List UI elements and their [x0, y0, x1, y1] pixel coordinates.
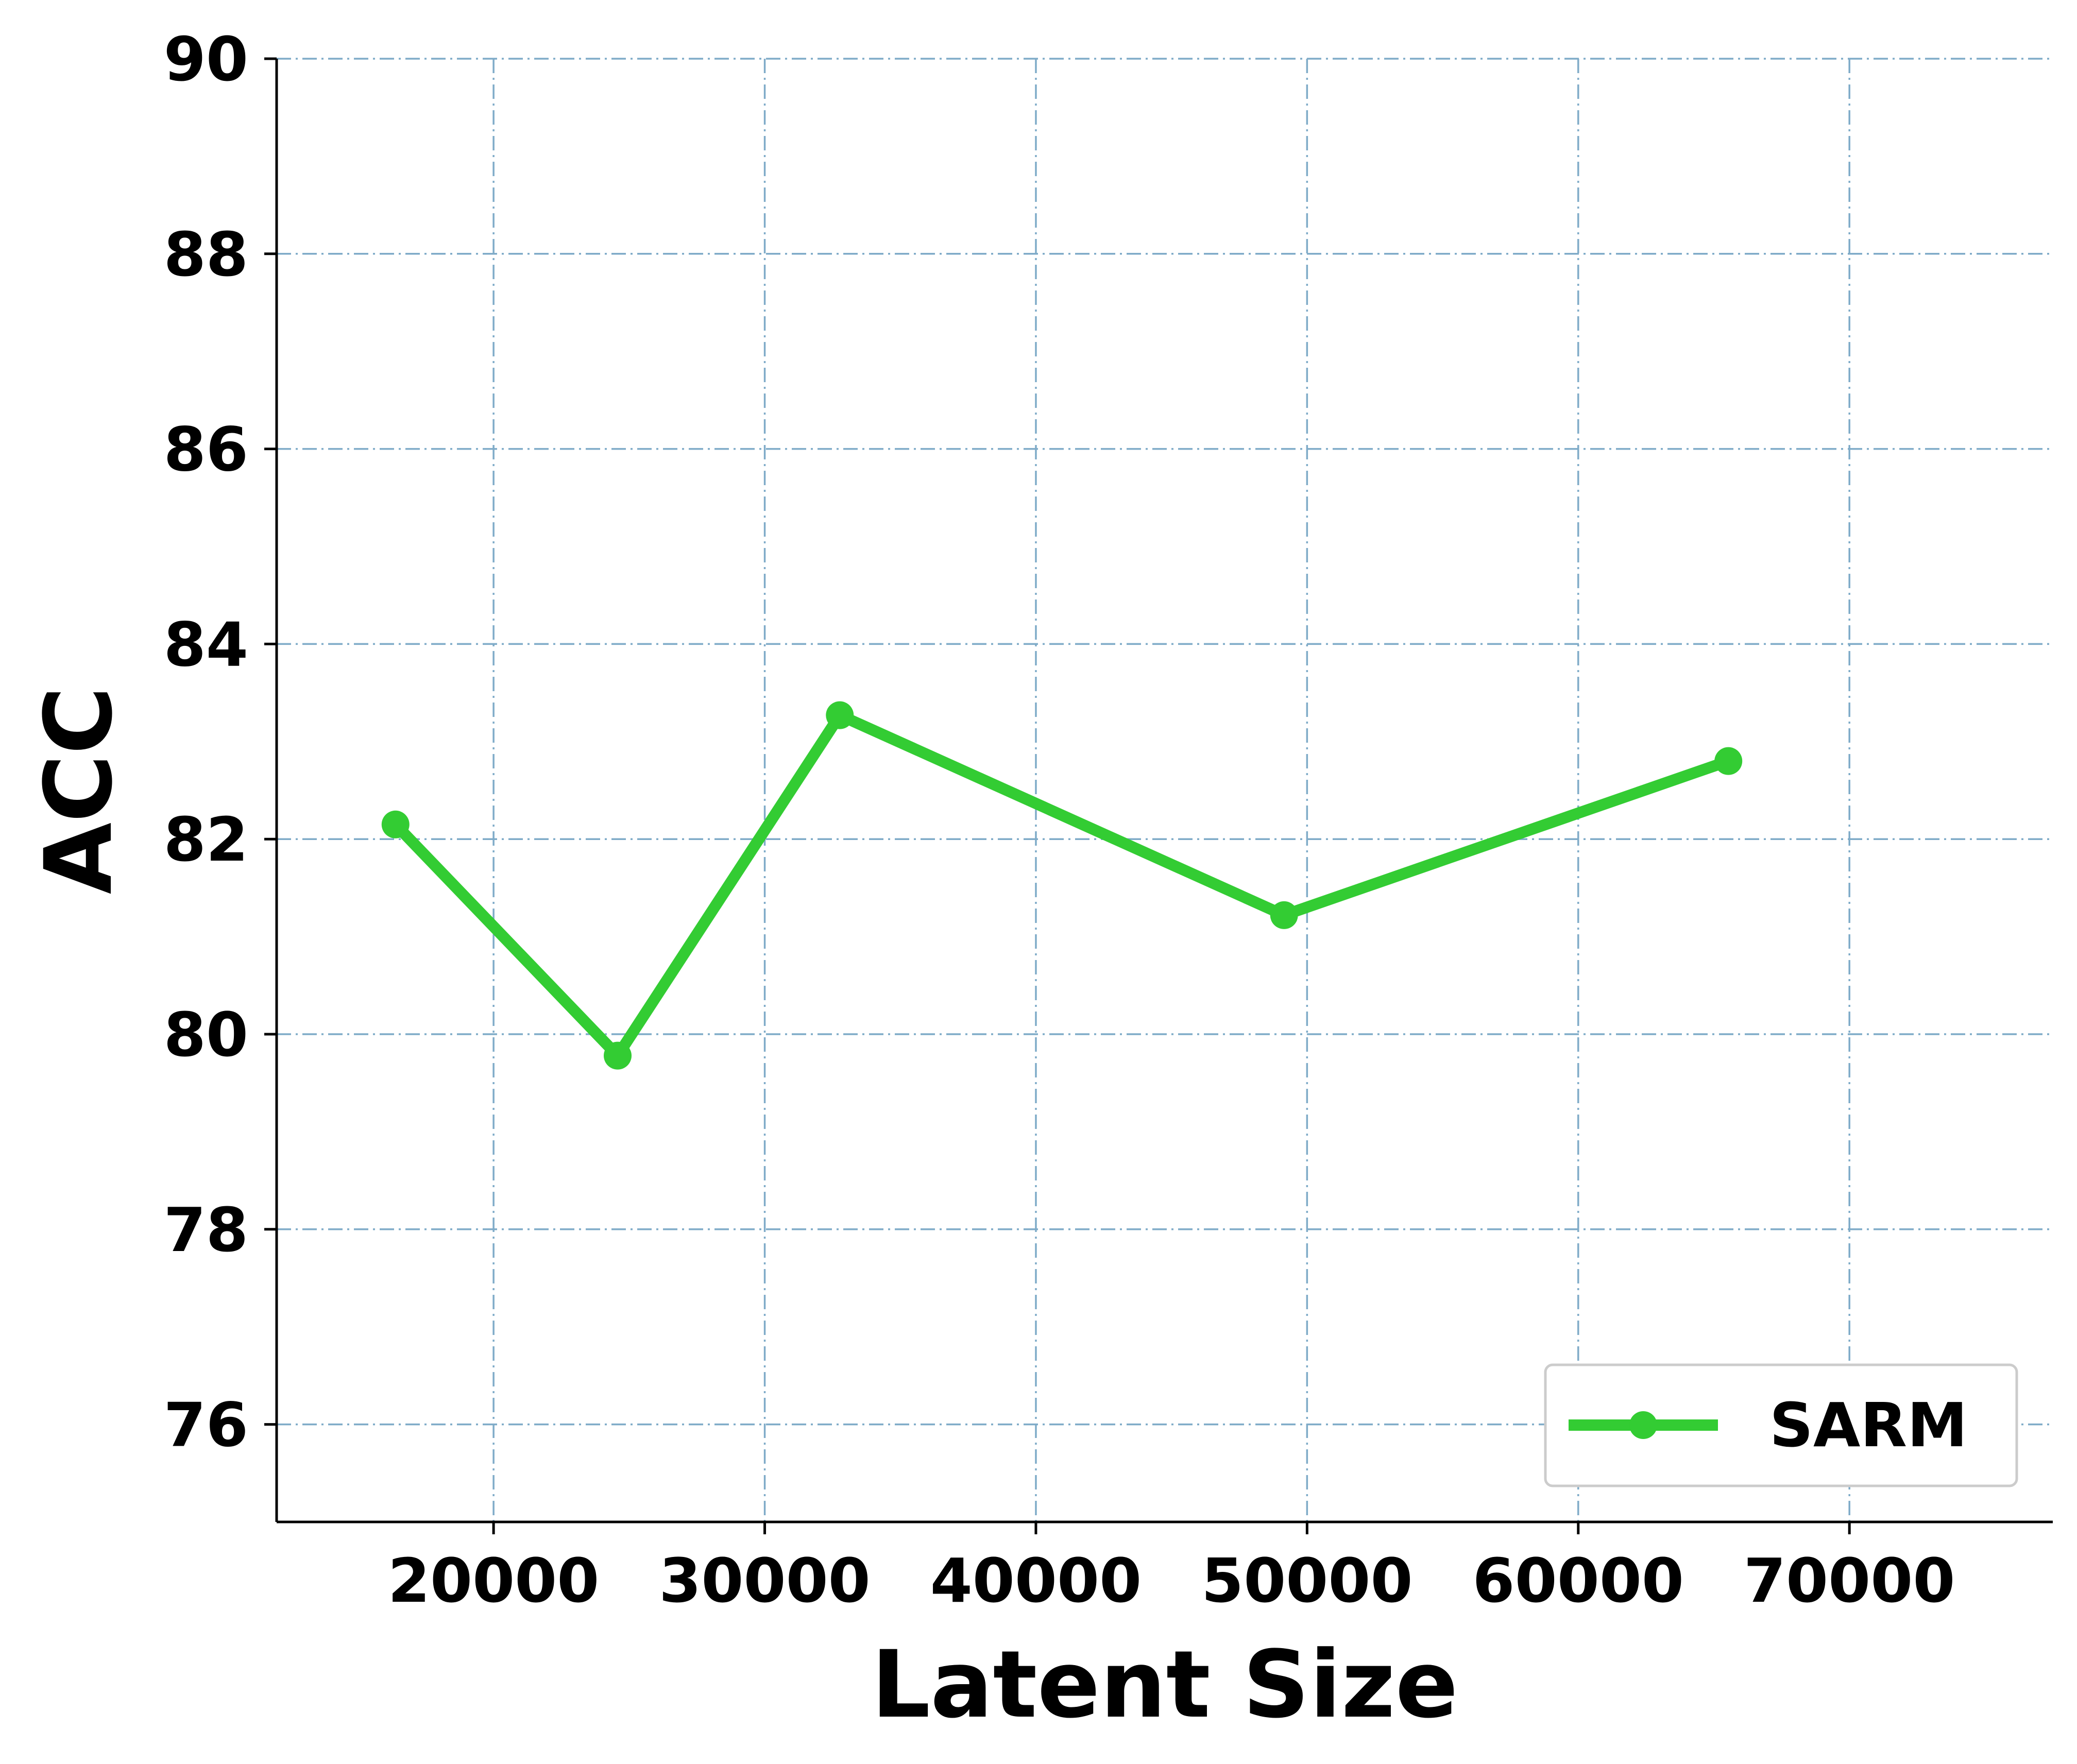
series-layer [381, 701, 1743, 1070]
y-tick-label: 78 [164, 1194, 248, 1265]
series-line-sarm [391, 708, 1730, 1065]
legend-box [1544, 1363, 2018, 1487]
y-tick-label: 76 [164, 1390, 248, 1461]
y-tick-label: 84 [164, 609, 248, 680]
x-tick-label: 60000 [1473, 1545, 1684, 1616]
ticks: 20000 30000 40000 50000 60000 70000 76 78 80 82 84… [164, 24, 1955, 1616]
grid [277, 58, 2053, 1522]
y-tick-label: 82 [164, 804, 248, 875]
x-tick-label: 50000 [1201, 1545, 1413, 1616]
axes-spines [275, 59, 2053, 1523]
y-tick-label: 90 [164, 24, 248, 95]
y-tick-label: 80 [164, 999, 248, 1070]
data-point [604, 1041, 632, 1070]
data-point [1270, 901, 1298, 929]
legend-marker-sarm [1629, 1411, 1657, 1439]
x-axis-title: Latent Size [871, 1631, 1458, 1739]
data-point [381, 810, 410, 838]
y-tick-label: 88 [164, 219, 248, 290]
y-axis-title: ACC [25, 687, 133, 895]
x-tick-label: 30000 [659, 1545, 871, 1616]
legend-label-sarm: SARM [1769, 1390, 1968, 1461]
legend: SARM [1544, 1363, 2018, 1487]
data-point [826, 701, 854, 729]
x-tick-label: 70000 [1744, 1545, 1955, 1616]
x-tick-label: 20000 [388, 1545, 600, 1616]
y-tick-label: 86 [164, 414, 248, 485]
data-point [1714, 747, 1743, 775]
x-tick-label: 40000 [930, 1545, 1142, 1616]
